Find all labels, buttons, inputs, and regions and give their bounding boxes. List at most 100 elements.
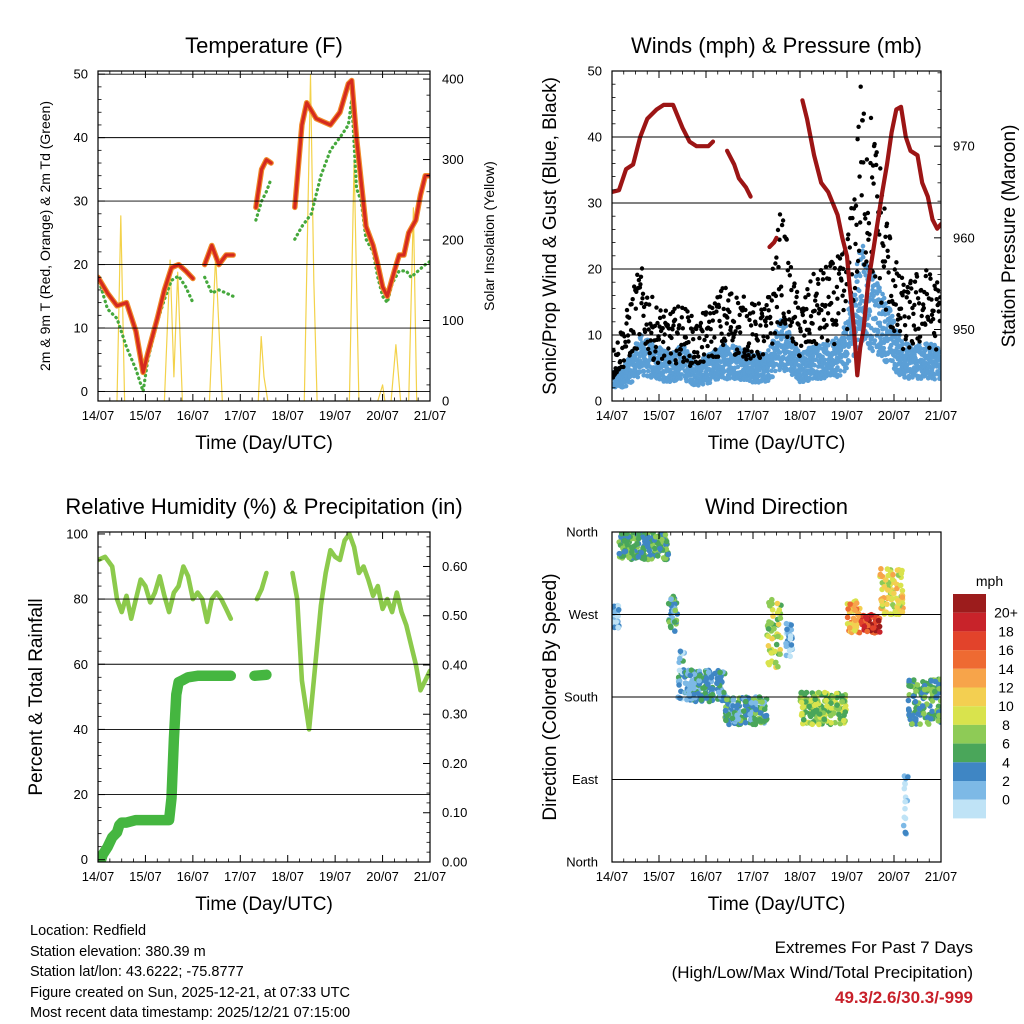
gust-point (718, 324, 723, 329)
direction-point (921, 682, 928, 689)
wind-point (937, 350, 941, 355)
wind-point (853, 274, 859, 279)
wind-point (623, 383, 629, 389)
gust-point (900, 346, 906, 352)
gust-point (854, 222, 859, 227)
gust-point (909, 286, 914, 291)
direction-point (688, 667, 695, 673)
gust-point (699, 345, 705, 350)
direction-point (934, 693, 940, 700)
gust-point (655, 320, 660, 326)
gust-point (774, 255, 779, 260)
gust-point (913, 290, 919, 295)
gust-point (845, 236, 850, 242)
gust-point (772, 330, 778, 336)
x-tick-label: 14/07 (82, 408, 115, 423)
direction-point (891, 590, 897, 597)
gust-point (770, 341, 775, 346)
direction-point (621, 549, 627, 555)
wind-point (769, 368, 774, 374)
direction-point (644, 539, 651, 546)
legend-swatch (953, 799, 986, 819)
plot-area (98, 532, 430, 862)
direction-point (721, 689, 727, 696)
gust-point (724, 321, 729, 326)
gust-point (781, 311, 786, 316)
direction-point (899, 594, 906, 600)
gust-point (823, 264, 829, 270)
gust-point (776, 264, 781, 270)
gust-point (748, 356, 753, 361)
direction-point (788, 622, 794, 628)
direction-point (877, 629, 883, 635)
y-tick-label: North (566, 855, 598, 870)
gust-point (921, 302, 926, 307)
direction-point (775, 621, 782, 628)
direction-point (810, 709, 816, 715)
legend-label: 6 (1002, 736, 1010, 752)
gust-point (864, 157, 870, 162)
gust-point (836, 311, 841, 316)
x-tick-label: 18/07 (271, 869, 304, 884)
wind-point (846, 358, 852, 364)
gust-point (749, 349, 754, 354)
gust-point (621, 364, 626, 370)
gust-point (885, 254, 891, 259)
x-axis-label: Time (Day/UTC) (195, 894, 333, 915)
gust-point (798, 329, 803, 334)
gust-point (921, 305, 926, 311)
direction-point (910, 712, 916, 718)
gust-point (651, 356, 657, 361)
wind-point (629, 379, 635, 384)
direction-point (915, 711, 921, 717)
wind-point (777, 365, 783, 371)
gust-point (630, 297, 635, 302)
gust-point (905, 284, 910, 290)
y-tick-label: 80 (74, 592, 88, 607)
x-tick-label: 21/07 (925, 869, 958, 884)
direction-point (799, 710, 805, 717)
direction-point (889, 576, 896, 583)
direction-point (715, 689, 722, 696)
direction-point (929, 698, 936, 704)
direction-point (759, 699, 765, 705)
gust-point (788, 265, 794, 270)
y-tick-label: 10 (588, 328, 602, 343)
wind-point (641, 369, 647, 374)
gust-point (662, 353, 667, 358)
gust-point (646, 327, 651, 332)
gust-point (661, 314, 666, 319)
x-tick-label: 20/07 (366, 408, 399, 423)
gust-point (883, 307, 889, 312)
gust-point (912, 302, 917, 308)
gust-point (890, 325, 895, 330)
gust-point (701, 352, 707, 357)
direction-point (640, 545, 646, 551)
gust-point (721, 342, 726, 348)
wind-point (863, 273, 868, 278)
extremes-subtitle: (High/Low/Max Wind/Total Precipitation) (671, 963, 973, 982)
solar-line (408, 207, 418, 401)
gust-point (631, 331, 636, 336)
gust-point (841, 288, 847, 293)
legend-label: 12 (998, 680, 1014, 696)
x-axis-label: Time (Day/UTC) (708, 894, 846, 915)
gust-point (852, 197, 857, 202)
gust-point (737, 312, 742, 318)
chart-title: Wind Direction (705, 494, 848, 519)
wind-point (938, 370, 941, 376)
wind-point (877, 323, 883, 329)
direction-point (928, 678, 935, 684)
gust-point (669, 335, 674, 341)
direction-point (730, 703, 736, 709)
direction-point (740, 708, 747, 714)
y-tick-label: 10 (74, 321, 88, 336)
direction-point (777, 646, 783, 653)
gust-point (763, 323, 769, 328)
gust-point (889, 293, 894, 299)
x-tick-label: 21/07 (414, 408, 447, 423)
direction-point (852, 627, 858, 634)
gust-point (657, 315, 663, 321)
y-tick-label: 40 (74, 130, 88, 145)
legend-swatch (953, 743, 986, 763)
